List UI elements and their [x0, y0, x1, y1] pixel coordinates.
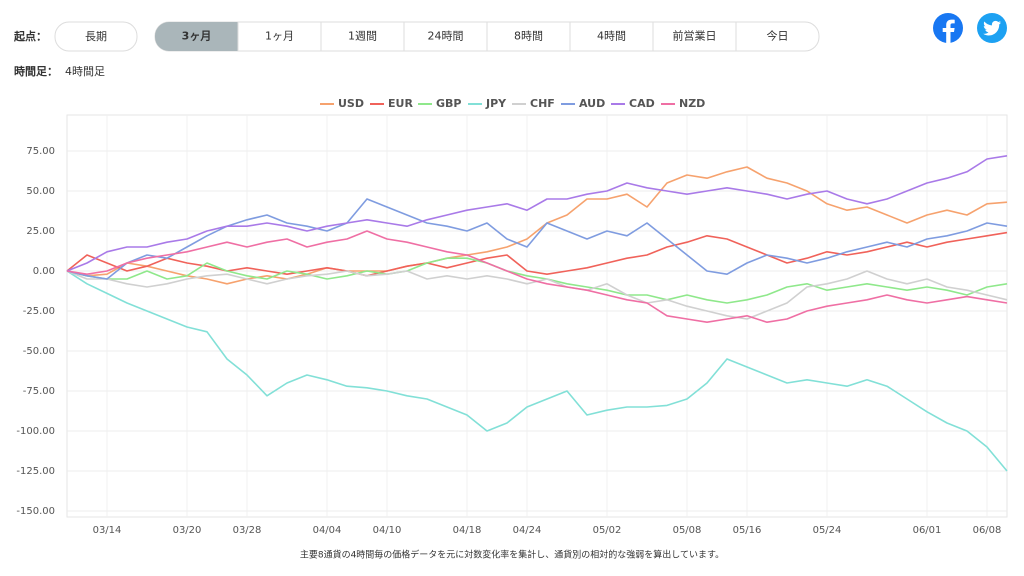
legend-label: GBP — [436, 97, 461, 110]
x-tick-label: 06/01 — [913, 525, 942, 536]
period-button[interactable]: 24時間 — [428, 30, 464, 43]
x-tick-label: 03/14 — [93, 525, 122, 536]
x-tick-label: 04/18 — [453, 525, 482, 536]
period-button[interactable]: 今日 — [767, 29, 789, 43]
x-tick-label: 04/04 — [313, 525, 342, 536]
x-tick-label: 05/08 — [673, 525, 702, 536]
footer-note: 主要8通貨の4時間毎の価格データを元に対数変化率を集計し、通貨別の相対的な強弱を… — [300, 549, 724, 561]
y-tick-label: -75.00 — [23, 386, 55, 397]
y-tick-label: 50.00 — [26, 186, 55, 197]
button-label[interactable]: 長期 — [85, 30, 107, 43]
timeframe-label: 時間足： — [14, 64, 58, 78]
legend-label: NZD — [679, 97, 705, 110]
start-label: 起点： — [13, 29, 47, 43]
legend-label: CAD — [629, 97, 655, 110]
series-line — [66, 230, 1008, 323]
series-line — [66, 231, 1008, 277]
series-line — [66, 270, 1008, 472]
y-tick-label: -150.00 — [16, 506, 55, 517]
period-buttons: 3ヶ月 1ヶ月 1週間 24時間 8時間 4時間 前営業日 今日 — [154, 21, 820, 52]
series-line — [66, 155, 1008, 272]
y-tick-label: 0.00 — [33, 266, 55, 277]
period-button[interactable]: 1ヶ月 — [265, 30, 294, 43]
selected-button-bg[interactable] — [155, 22, 238, 51]
y-tick-label: -50.00 — [23, 346, 55, 357]
x-tick-label: 06/08 — [973, 525, 1002, 536]
x-tick-label: 05/16 — [733, 525, 762, 536]
facebook-glyph[interactable] — [942, 19, 955, 43]
timeframe: 4時間足 — [65, 65, 105, 78]
period-button[interactable]: 4時間 — [597, 30, 626, 43]
x-tick-label: 04/10 — [373, 525, 402, 536]
y-tick-label: -25.00 — [23, 306, 55, 317]
long-term-button[interactable]: 長期 — [54, 21, 138, 52]
period-button[interactable]: 前営業日 — [673, 29, 717, 43]
period-button[interactable]: 1週間 — [348, 30, 377, 43]
y-tick-label: 25.00 — [26, 226, 55, 237]
facebook-icon[interactable] — [933, 13, 963, 43]
legend-label: AUD — [579, 97, 605, 110]
legend-label: CHF — [530, 97, 555, 110]
legend-label: USD — [338, 97, 364, 110]
plot-area — [66, 114, 1008, 518]
legend-label: EUR — [388, 97, 413, 110]
x-tick-label: 05/24 — [813, 525, 842, 536]
twitter-icon[interactable] — [977, 13, 1007, 43]
y-tick-label: -100.00 — [16, 426, 55, 437]
period-button[interactable]: 8時間 — [514, 30, 543, 43]
x-tick-label: 03/20 — [173, 525, 202, 536]
x-tick-label: 04/24 — [513, 525, 542, 536]
series-line — [66, 166, 1008, 285]
x-tick-label: 03/28 — [233, 525, 262, 536]
y-tick-label: -125.00 — [16, 466, 55, 477]
y-tick-label: 75.00 — [26, 146, 55, 157]
period-button[interactable]: 3ヶ月 — [182, 30, 212, 43]
series-line — [66, 257, 1008, 304]
x-tick-label: 05/02 — [593, 525, 622, 536]
legend-label: JPY — [485, 97, 507, 110]
button-bg[interactable] — [54, 21, 138, 52]
twitter-glyph[interactable] — [983, 20, 1001, 36]
